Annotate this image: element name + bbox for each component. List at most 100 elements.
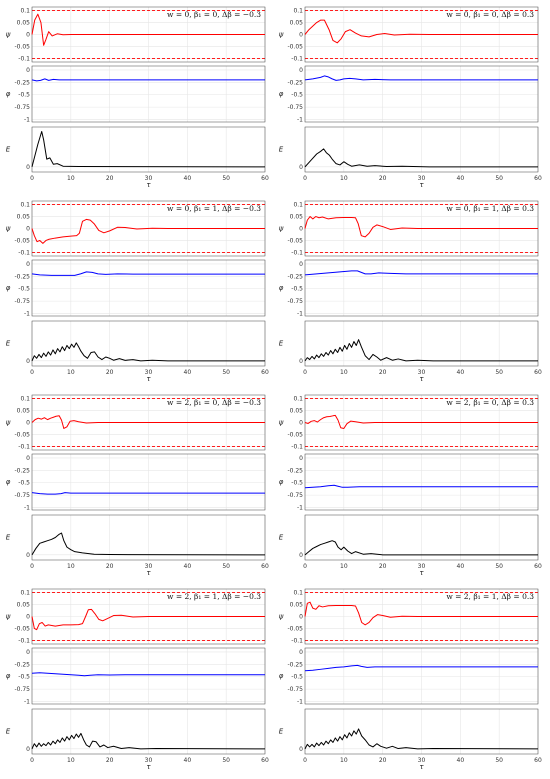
x-tick-label: 30 bbox=[145, 757, 153, 764]
subplot-annotation: w = 0, β₁ = 1, Δβ = 0.3 bbox=[446, 204, 534, 213]
phi-tick-label: -0.75 bbox=[14, 298, 30, 305]
E-ylabel: E bbox=[279, 534, 284, 542]
psi-tick-label: -0.1 bbox=[291, 55, 303, 62]
E-axes-box bbox=[31, 320, 266, 367]
x-axis-label: τ bbox=[419, 569, 424, 577]
psi-tick-label: 0 bbox=[299, 226, 303, 233]
x-tick-label: 40 bbox=[457, 563, 465, 570]
x-tick-label: 30 bbox=[145, 369, 153, 376]
x-axis-label: τ bbox=[146, 569, 151, 577]
psi-tick-label: 0.1 bbox=[20, 8, 30, 15]
phi-series-line bbox=[304, 664, 538, 672]
phi-axes: 0 -0.25 -0.5 -0.75 -1 φ bbox=[6, 65, 266, 124]
psi-series-line bbox=[31, 415, 265, 429]
psi-tick-label: -0.1 bbox=[18, 249, 30, 256]
psi-tick-label: 0 bbox=[26, 226, 30, 233]
E-series-line bbox=[304, 540, 538, 556]
x-tick-label: 60 bbox=[261, 175, 269, 182]
x-axis-label: τ bbox=[419, 181, 424, 189]
x-tick-label: 0 bbox=[30, 175, 34, 182]
psi-axes: 0.1 0.05 0 -0.05 -0.1 ψ bbox=[6, 588, 266, 644]
E-ylabel: E bbox=[6, 340, 11, 348]
E-axes: 0E bbox=[279, 320, 539, 367]
psi-series-line bbox=[304, 19, 538, 44]
E-series-line bbox=[31, 342, 265, 362]
psi-series-line bbox=[304, 216, 538, 238]
phi-tick-label: -0.5 bbox=[18, 480, 30, 487]
psi-ylabel: ψ bbox=[6, 419, 11, 427]
psi-axes: 0.1 0.05 0 -0.05 -0.1 ψ bbox=[279, 200, 539, 256]
phi-axes-box bbox=[31, 65, 266, 123]
psi-tick-label: 0.05 bbox=[17, 214, 31, 221]
x-tick-label: 0 bbox=[303, 369, 307, 376]
x-tick-label: 30 bbox=[145, 175, 153, 182]
phi-tick-label: 0 bbox=[299, 67, 303, 74]
x-tick-label: 10 bbox=[67, 369, 75, 376]
psi-series-line bbox=[31, 13, 265, 46]
E-axes-box bbox=[304, 126, 539, 173]
x-tick-label: 40 bbox=[457, 757, 465, 764]
E-tick-label: 0 bbox=[26, 164, 30, 171]
psi-tick-label: -0.1 bbox=[18, 443, 30, 450]
x-tick-label: 50 bbox=[222, 175, 230, 182]
x-axis-label: τ bbox=[146, 375, 151, 383]
psi-tick-label: 0 bbox=[299, 32, 303, 39]
psi-tick-label: 0.05 bbox=[17, 20, 31, 27]
x-tick-label: 0 bbox=[30, 369, 34, 376]
phi-series-line bbox=[304, 484, 538, 489]
E-series-line bbox=[304, 148, 538, 168]
phi-tick-label: -0.25 bbox=[287, 273, 303, 280]
x-tick-label: 60 bbox=[534, 369, 542, 376]
x-tick-label: 10 bbox=[340, 369, 348, 376]
phi-tick-label: -0.25 bbox=[14, 79, 30, 86]
psi-tick-label: -0.05 bbox=[287, 43, 303, 50]
psi-tick-label: -0.1 bbox=[18, 55, 30, 62]
x-tick-label: 40 bbox=[184, 563, 192, 570]
x-tick-label: 0 bbox=[30, 757, 34, 764]
x-tick-label: 20 bbox=[379, 369, 387, 376]
E-axes-box bbox=[304, 708, 539, 755]
subplot-annotation: w = 0, β₁ = 0, Δβ = −0.3 bbox=[167, 10, 261, 19]
phi-tick-label: -0.75 bbox=[287, 298, 303, 305]
x-tick-label: 20 bbox=[106, 369, 114, 376]
phi-tick-label: -0.75 bbox=[287, 686, 303, 693]
psi-series-line bbox=[31, 608, 265, 631]
psi-tick-label: 0.1 bbox=[20, 202, 30, 209]
psi-tick-label: 0 bbox=[299, 420, 303, 427]
subplot-annotation: w = 0, β₁ = 1, Δβ = −0.3 bbox=[167, 204, 261, 213]
phi-axes-box bbox=[31, 453, 266, 511]
psi-axes: 0.1 0.05 0 -0.05 -0.1 ψ bbox=[6, 200, 266, 256]
phi-ylabel: φ bbox=[279, 672, 284, 680]
E-tick-label: 0 bbox=[26, 552, 30, 559]
E-ylabel: E bbox=[6, 146, 11, 154]
phi-tick-label: -1 bbox=[24, 117, 30, 124]
x-tick-label: 10 bbox=[340, 175, 348, 182]
x-tick-label: 20 bbox=[379, 175, 387, 182]
x-tick-label: 30 bbox=[418, 563, 426, 570]
phi-axes-box bbox=[31, 259, 266, 317]
x-tick-label: 30 bbox=[418, 369, 426, 376]
E-axes-box bbox=[31, 708, 266, 755]
psi-ylabel: ψ bbox=[279, 225, 284, 233]
psi-axes: 0.1 0.05 0 -0.05 -0.1 ψ bbox=[6, 6, 266, 62]
psi-tick-label: -0.05 bbox=[14, 625, 30, 632]
E-tick-label: 0 bbox=[26, 358, 30, 365]
x-tick-label: 40 bbox=[184, 757, 192, 764]
x-tick-label: 0 bbox=[303, 175, 307, 182]
phi-tick-label: 0 bbox=[26, 261, 30, 268]
phi-ylabel: φ bbox=[279, 90, 284, 98]
x-axis-label: τ bbox=[146, 181, 151, 189]
phi-tick-label: -0.75 bbox=[14, 686, 30, 693]
x-tick-label: 50 bbox=[495, 175, 503, 182]
phi-tick-label: 0 bbox=[299, 261, 303, 268]
x-tick-label: 10 bbox=[340, 563, 348, 570]
E-axes: 0E bbox=[279, 514, 539, 561]
phi-ylabel: φ bbox=[6, 672, 11, 680]
phi-series-line bbox=[304, 270, 538, 276]
psi-ylabel: ψ bbox=[279, 31, 284, 39]
